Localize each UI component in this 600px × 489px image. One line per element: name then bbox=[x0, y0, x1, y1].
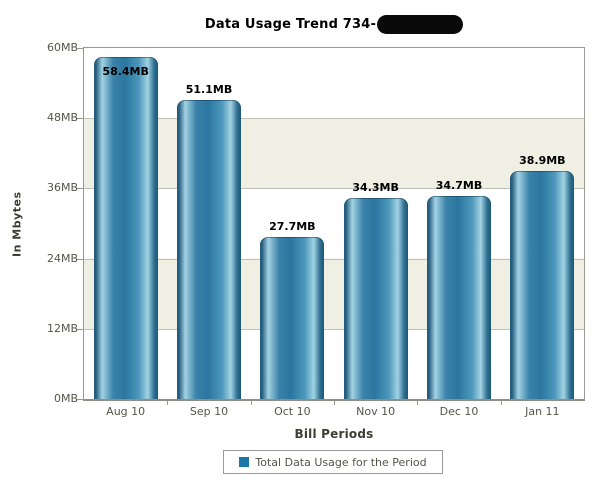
x-tick-label: Nov 10 bbox=[356, 405, 396, 418]
gridline bbox=[84, 258, 584, 260]
y-axis-tick bbox=[77, 399, 83, 400]
legend-box: Total Data Usage for the Period bbox=[223, 450, 443, 474]
y-tick-label: 60MB bbox=[46, 41, 78, 54]
x-axis-tick bbox=[167, 401, 169, 405]
y-tick-label: 12MB bbox=[46, 321, 78, 335]
x-axis-tick bbox=[334, 401, 335, 405]
x-tick-label: Dec 10 bbox=[439, 405, 479, 418]
bar-value-label: 34.7MB bbox=[435, 179, 483, 192]
legend-swatch-icon bbox=[239, 457, 250, 467]
chart-title: Data Usage Trend 734- bbox=[83, 12, 585, 36]
bar[interactable] bbox=[510, 171, 575, 399]
gridline bbox=[84, 188, 584, 190]
y-axis-title: In Mbytes bbox=[10, 191, 24, 257]
x-axis-tick bbox=[417, 401, 419, 405]
y-tick-label: 36MB bbox=[46, 181, 78, 195]
legend-label: Total Data Usage for the Period bbox=[255, 455, 427, 469]
bar-value-label: 38.9MB bbox=[519, 154, 566, 168]
title-redaction-box bbox=[377, 15, 464, 34]
gridline bbox=[84, 118, 584, 120]
bar-value-label: 58.4MB bbox=[102, 65, 149, 79]
bar[interactable] bbox=[93, 57, 158, 399]
plot-area: 58.4MB 51.1MB 27.7MB 34.3MB 34.7MB 38.9MB bbox=[83, 47, 585, 401]
x-tick-label: Jan 11 bbox=[525, 405, 560, 418]
y-axis-tick bbox=[77, 258, 83, 260]
y-axis-tick bbox=[77, 188, 83, 190]
y-axis-tick bbox=[77, 48, 83, 49]
bar[interactable] bbox=[260, 236, 325, 399]
x-axis-tick bbox=[250, 401, 252, 405]
y-tick-label: 24MB bbox=[46, 251, 78, 265]
bar[interactable] bbox=[343, 198, 408, 399]
bar-value-label: 51.1MB bbox=[185, 83, 233, 97]
y-axis-tick bbox=[77, 118, 83, 120]
bar[interactable] bbox=[427, 196, 491, 399]
y-tick-label: 48MB bbox=[46, 111, 78, 125]
x-axis-tick bbox=[500, 401, 502, 405]
gridline bbox=[84, 328, 584, 330]
y-tick-label: 0MB bbox=[53, 392, 78, 405]
y-axis-tick bbox=[77, 328, 83, 330]
legend-item[interactable]: Total Data Usage for the Period bbox=[239, 455, 427, 469]
bar[interactable] bbox=[177, 100, 241, 399]
chart-title-text: Data Usage Trend 734- bbox=[204, 16, 377, 32]
bar-value-label: 27.7MB bbox=[269, 219, 316, 233]
bar-value-label: 34.3MB bbox=[352, 181, 399, 195]
x-tick-label: Aug 10 bbox=[106, 405, 146, 418]
x-axis-title: Bill Periods bbox=[294, 427, 374, 441]
x-tick-label: Sep 10 bbox=[189, 405, 229, 418]
x-tick-label: Oct 10 bbox=[274, 405, 311, 418]
